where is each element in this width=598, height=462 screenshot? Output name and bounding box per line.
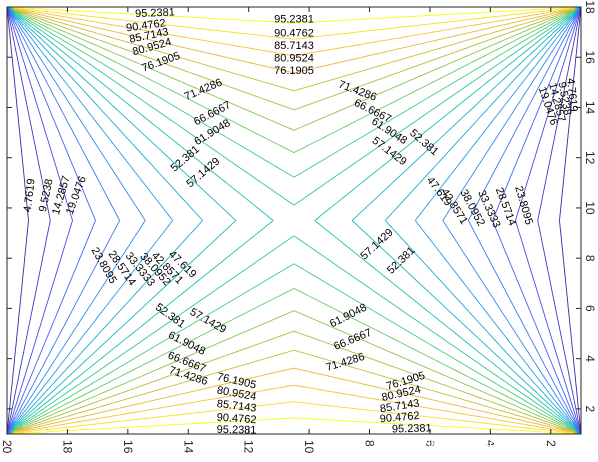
contour-line (8, 6, 580, 435)
x-tick-label: 10 (302, 440, 316, 454)
x-tick-label: 12 (242, 440, 256, 454)
x-tick-label: 4 (483, 440, 497, 447)
contour-label: 90.4762 (216, 412, 256, 427)
contour-line (6, 6, 582, 435)
contour-labels: 95.238190.476285.714380.952476.190595.23… (22, 6, 580, 436)
contour-line (8, 6, 580, 435)
contour-line (7, 6, 581, 435)
contour-label: 4.7619 (564, 78, 579, 113)
x-tick-label: 16 (121, 440, 135, 454)
contour-label: 95.2381 (135, 6, 175, 20)
contour-label: 95.2381 (392, 422, 432, 435)
x-tick-label: 6 (423, 440, 437, 447)
contour-label: 4.7619 (22, 178, 38, 213)
plot-frame (6, 6, 582, 435)
contour-label: 80.9524 (274, 52, 314, 64)
y-tick-label: 10 (583, 201, 597, 215)
contour-line (7, 6, 581, 435)
plot-background (7, 7, 581, 434)
y-tick-label: 12 (583, 151, 597, 165)
y-axis-ticks: 2 4 6 8 10 12 14 16 18 (7, 0, 597, 413)
y-tick-label: 4 (583, 355, 597, 362)
x-tick-label: 18 (60, 440, 74, 454)
contour-line (7, 6, 581, 435)
y-tick-label: 14 (583, 101, 597, 115)
contour-line (9, 6, 579, 435)
contour-line (9, 6, 579, 435)
contour-label: 85.7143 (274, 40, 314, 52)
x-tick-label: 20 (0, 440, 14, 454)
watermark: CSDN @Xilankapu2021 (400, 434, 540, 449)
contour-label: 85.7143 (216, 398, 257, 415)
y-tick-label: 18 (583, 0, 597, 14)
y-tick-label: 2 (583, 406, 597, 413)
contour-label: 95.2381 (217, 424, 257, 437)
y-tick-label: 8 (583, 255, 597, 262)
contour-label: 76.1905 (274, 65, 314, 77)
contour-label: 95.2381 (274, 14, 314, 26)
contour-label: 90.4762 (274, 27, 314, 39)
contour-line (9, 6, 579, 435)
contour-label: 9.5238 (556, 81, 574, 116)
contour-label: 90.4762 (125, 17, 166, 34)
x-tick-label: 8 (363, 440, 377, 447)
y-tick-label: 16 (583, 51, 597, 65)
x-tick-label: 14 (181, 440, 195, 454)
x-tick-label: 2 (544, 440, 558, 447)
y-tick-label: 6 (583, 305, 597, 312)
contour-label: 85.7143 (379, 397, 420, 415)
contour-label: 90.4762 (379, 410, 420, 425)
x-axis-ticks: 2 4 6 8 10 12 14 16 18 20 (0, 7, 558, 454)
